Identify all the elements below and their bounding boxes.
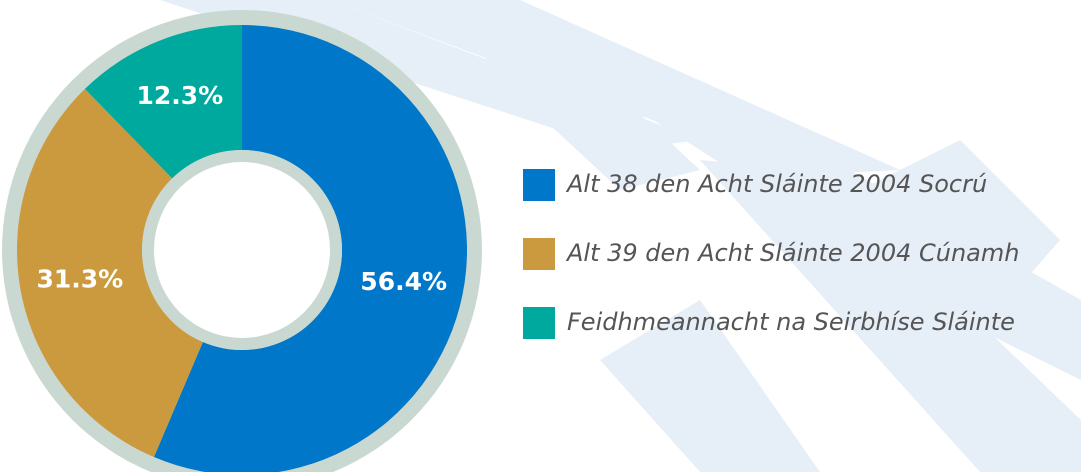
legend-swatch: [523, 307, 555, 339]
legend-swatch: [523, 169, 555, 201]
legend-swatch: [523, 238, 555, 270]
donut-slice: [84, 25, 242, 179]
slices: [16, 25, 467, 472]
value-label: 56.4%: [360, 267, 447, 296]
legend-label: Alt 39 den Acht Sláinte 2004 Cúnamh: [565, 239, 1019, 267]
donut-slice: [16, 88, 203, 458]
value-label: 31.3%: [36, 264, 123, 293]
legend-label: Feidhmeannacht na Seirbhíse Sláinte: [567, 308, 1015, 336]
background-pattern: [160, 0, 1081, 472]
hole: [154, 162, 330, 338]
value-label: 12.3%: [136, 81, 223, 110]
legend-label: Alt 38 den Acht Sláinte 2004 Socrú: [565, 170, 987, 198]
donut-slice: [153, 25, 467, 472]
